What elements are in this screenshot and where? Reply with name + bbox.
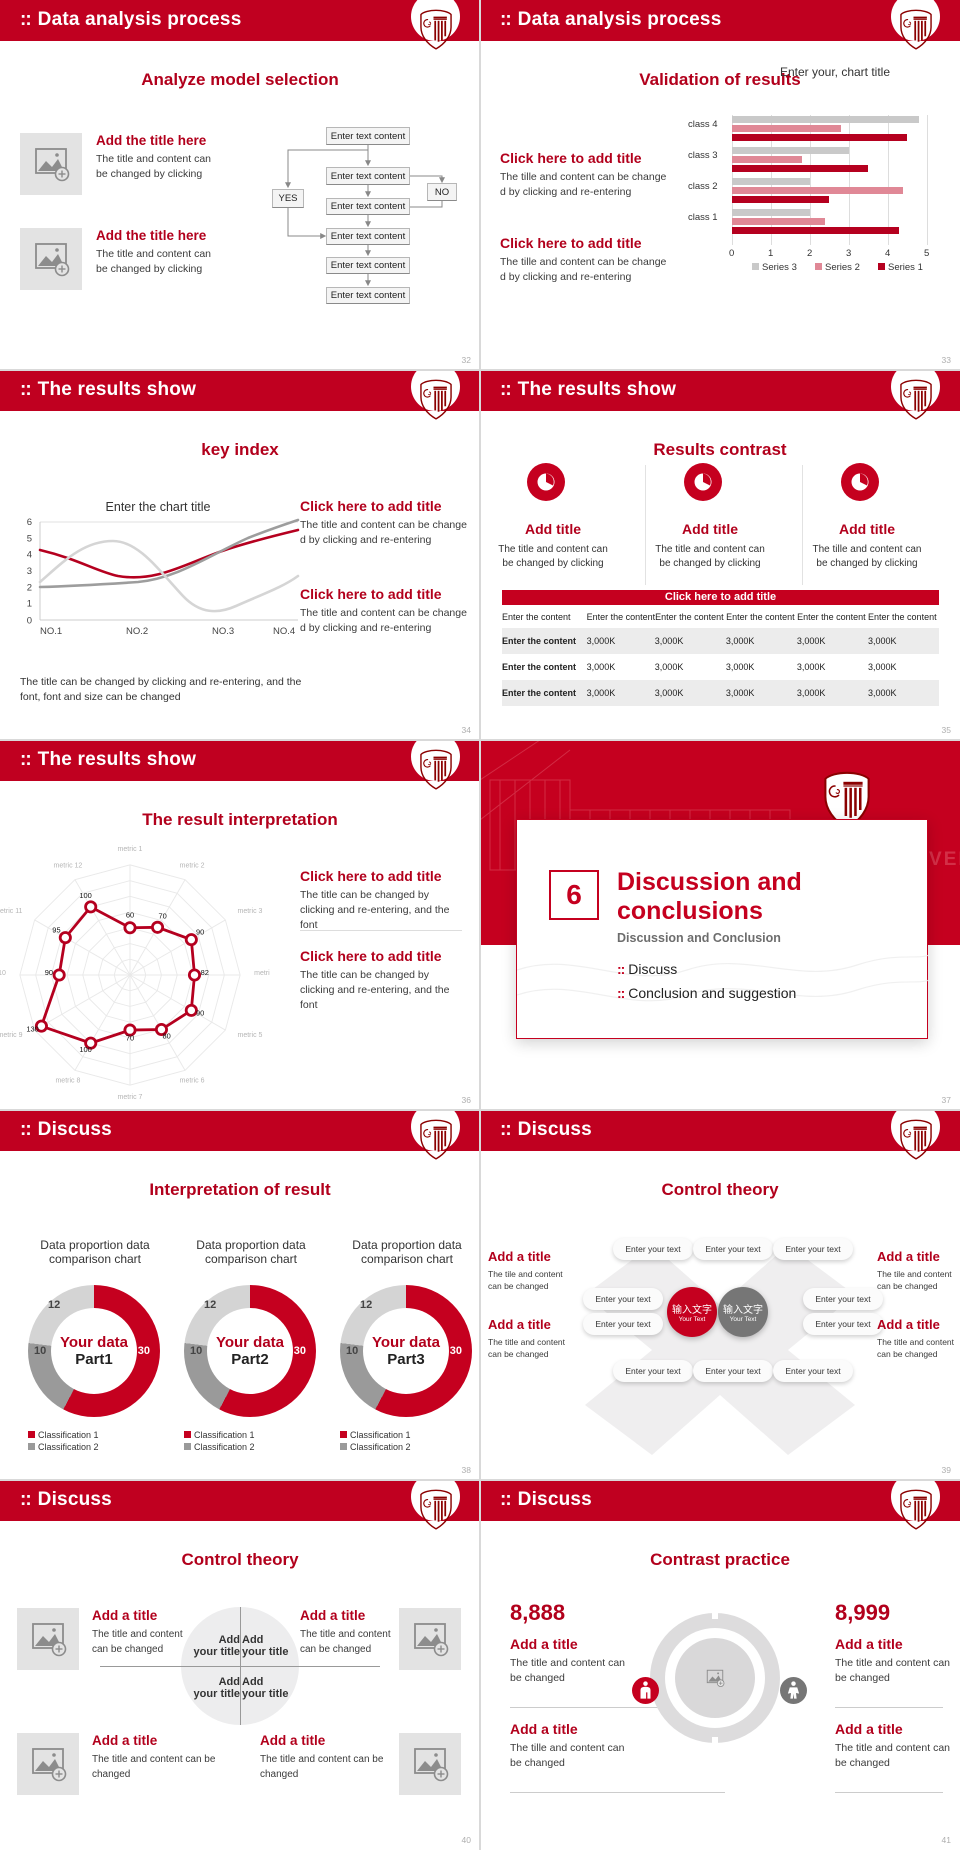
svg-text:70: 70 xyxy=(159,911,167,920)
svg-text:80: 80 xyxy=(162,1031,170,1040)
svg-text:1: 1 xyxy=(27,599,32,610)
svg-text:70: 70 xyxy=(126,1033,134,1042)
svg-text:metric 2: metric 2 xyxy=(180,862,205,869)
svg-text:metric 1: metric 1 xyxy=(118,846,143,853)
svg-text:100: 100 xyxy=(79,891,91,900)
svg-text:metric 10: metric 10 xyxy=(0,970,6,977)
svg-text:NO.4: NO.4 xyxy=(273,626,295,637)
svg-text:metric 4: metric 4 xyxy=(254,970,270,977)
svg-text:60: 60 xyxy=(126,911,134,920)
svg-text:6: 6 xyxy=(27,517,32,528)
svg-text:82: 82 xyxy=(201,968,209,977)
svg-text:2: 2 xyxy=(27,582,32,593)
svg-text:metric 5: metric 5 xyxy=(238,1032,263,1039)
svg-text:0: 0 xyxy=(27,615,32,626)
svg-text:4: 4 xyxy=(27,550,32,561)
svg-text:NO.3: NO.3 xyxy=(212,626,234,637)
svg-text:NO.1: NO.1 xyxy=(40,626,62,637)
svg-text:95: 95 xyxy=(52,926,60,935)
svg-text:130: 130 xyxy=(26,1024,38,1033)
svg-text:metric 9: metric 9 xyxy=(0,1032,23,1039)
svg-text:metric 12: metric 12 xyxy=(54,862,83,869)
svg-text:NO.2: NO.2 xyxy=(126,626,148,637)
svg-text:metric 3: metric 3 xyxy=(238,908,263,915)
svg-text:metric 6: metric 6 xyxy=(180,1078,205,1085)
svg-text:3: 3 xyxy=(27,566,32,577)
svg-text:100: 100 xyxy=(79,1045,91,1054)
svg-text:90: 90 xyxy=(196,1009,204,1018)
svg-text:metric 7: metric 7 xyxy=(118,1094,143,1101)
svg-text:metric 8: metric 8 xyxy=(55,1078,80,1085)
svg-text:90: 90 xyxy=(45,968,53,977)
svg-text:metric 11: metric 11 xyxy=(0,908,23,915)
svg-text:5: 5 xyxy=(27,533,32,544)
svg-text:90: 90 xyxy=(196,927,204,936)
